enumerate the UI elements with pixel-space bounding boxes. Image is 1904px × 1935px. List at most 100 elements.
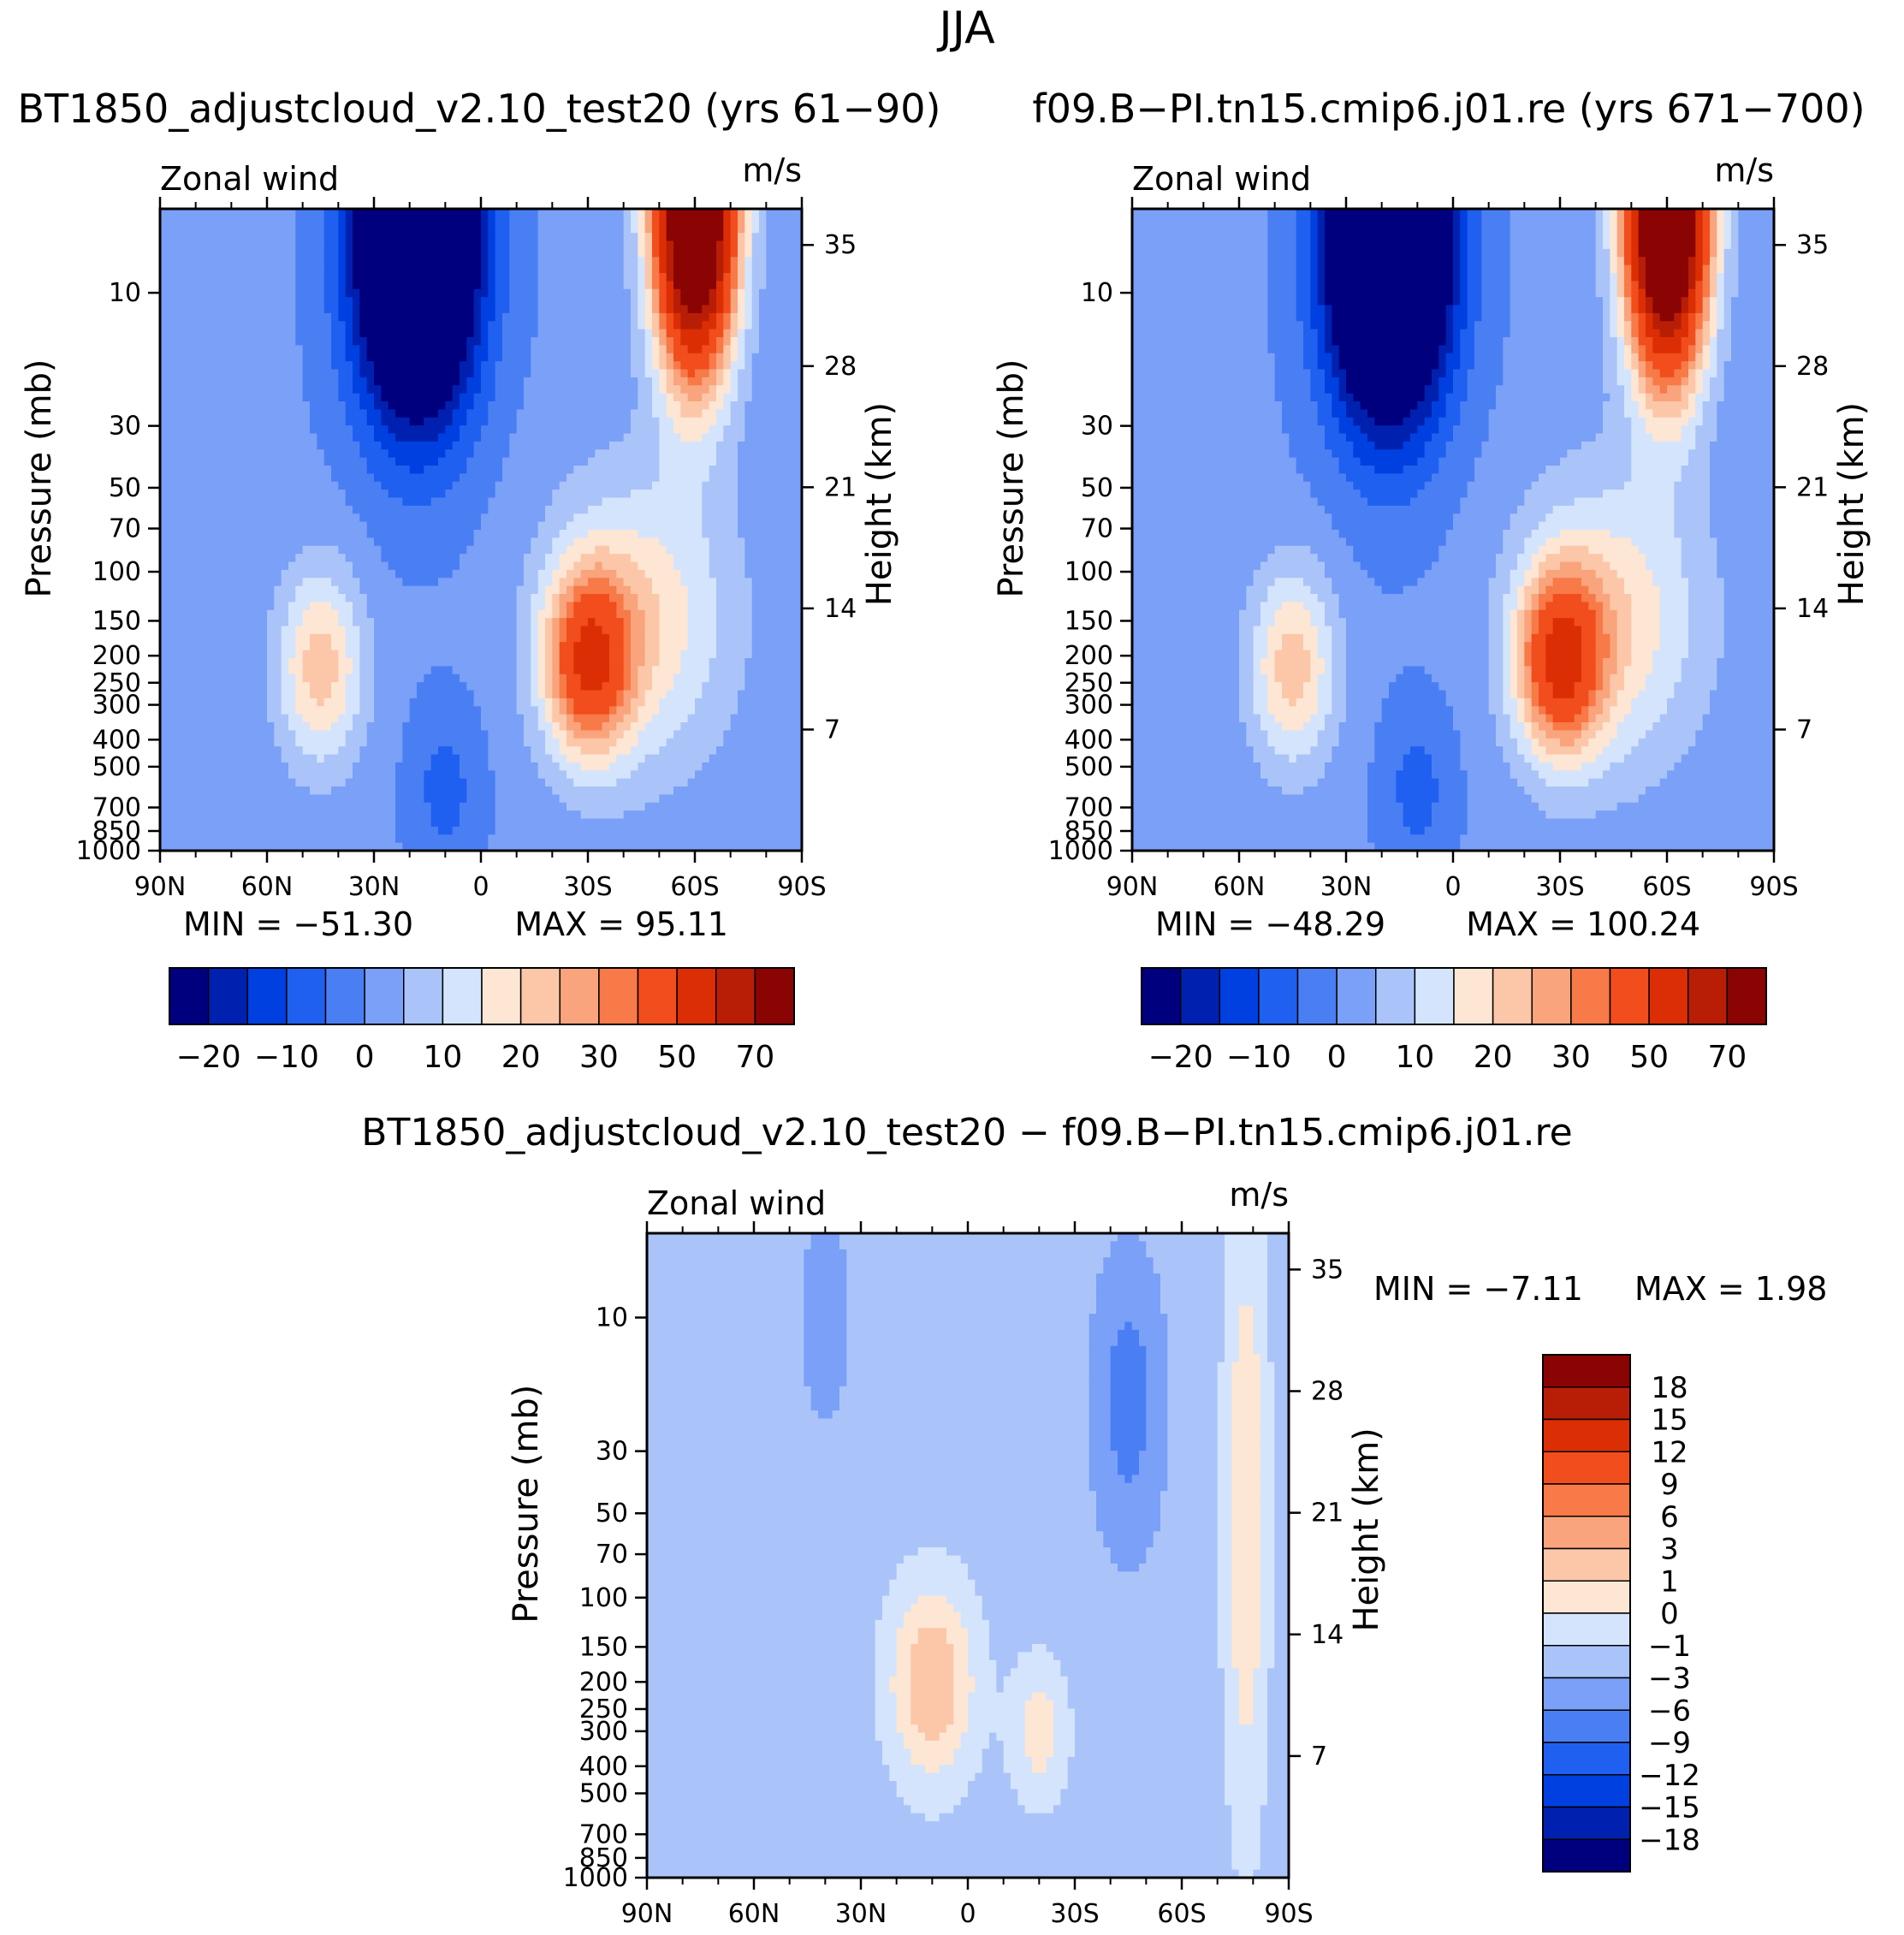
contour-cell [324, 819, 332, 828]
contour-cell [282, 578, 289, 586]
contour-cell [239, 642, 246, 650]
contour-cell [188, 602, 196, 610]
contour-cell [274, 530, 282, 538]
contour-cell [260, 546, 268, 555]
contour-cell [239, 763, 246, 771]
contour-cell [274, 602, 282, 610]
contour-cell [188, 329, 196, 338]
contour-cell [196, 257, 204, 265]
contour-cell [196, 409, 204, 418]
contour-cell [252, 337, 260, 346]
contour-cell [310, 418, 317, 426]
contour-cell [188, 442, 196, 450]
contour-cell [267, 658, 275, 667]
contour-cell [331, 313, 339, 322]
contour-cell [196, 418, 204, 426]
contour-cell [252, 666, 260, 674]
contour-cell [196, 458, 204, 466]
contour-cell [338, 249, 346, 258]
contour-cell [246, 715, 253, 723]
contour-cell [246, 458, 253, 466]
contour-cell [331, 827, 339, 835]
contour-cell [303, 513, 311, 522]
contour-cell [295, 786, 303, 795]
contour-cell [288, 739, 296, 747]
contour-cell [217, 434, 225, 442]
contour-cell [252, 746, 260, 755]
contour-cell [224, 458, 232, 466]
contour-cell [346, 394, 353, 402]
contour-cell [310, 602, 317, 610]
contour-cell [324, 273, 332, 282]
contour-cell [282, 458, 289, 466]
contour-cell [239, 306, 246, 314]
contour-cell [331, 385, 339, 394]
contour-cell [175, 313, 182, 322]
contour-cell [210, 691, 217, 699]
contour-cell [188, 249, 196, 258]
contour-cell [239, 361, 246, 370]
contour-cell [274, 634, 282, 643]
contour-cell [317, 786, 324, 795]
contour-cell [188, 490, 196, 498]
contour-cell [295, 434, 303, 442]
contour-cell [252, 715, 260, 723]
contour-cell [175, 337, 182, 346]
contour-cell [324, 634, 332, 643]
contour-cell [210, 313, 217, 322]
contour-cell [282, 337, 289, 346]
contour-cell [338, 297, 346, 306]
contour-cell [346, 537, 353, 546]
contour-cell [252, 385, 260, 394]
contour-cell [317, 610, 324, 619]
contour-cell [324, 513, 332, 522]
contour-cell [338, 257, 346, 265]
contour-cell [252, 674, 260, 683]
contour-cell [246, 394, 253, 402]
contour-cell [231, 530, 239, 538]
contour-cell [331, 281, 339, 289]
contour-cell [203, 819, 211, 828]
contour-cell [188, 810, 196, 819]
contour-cell [346, 570, 353, 579]
contour-cell [288, 626, 296, 635]
contour-cell [260, 755, 268, 763]
contour-cell [231, 755, 239, 763]
contour-cell [295, 626, 303, 635]
contour-cell [317, 418, 324, 426]
contour-cell [167, 265, 175, 274]
contour-cell [167, 241, 175, 250]
contour-cell [338, 361, 346, 370]
contour-cell [295, 634, 303, 643]
contour-cell [317, 409, 324, 418]
contour-cell [231, 554, 239, 562]
contour-cell [303, 691, 311, 699]
contour-cell [303, 225, 311, 234]
contour-cell [295, 265, 303, 274]
contour-cell [274, 425, 282, 434]
contour-cell [303, 473, 311, 482]
contour-cell [274, 810, 282, 819]
contour-cell [338, 746, 346, 755]
contour-cell [196, 810, 204, 819]
contour-cell [282, 257, 289, 265]
contour-cell [167, 594, 175, 602]
contour-cell [338, 321, 346, 329]
contour-cell [346, 482, 353, 490]
contour-cell [231, 490, 239, 498]
contour-cell [303, 715, 311, 723]
contour-cell [188, 819, 196, 828]
contour-cell [252, 570, 260, 579]
contour-cell [274, 217, 282, 225]
contour-cell [217, 466, 225, 474]
contour-cell [210, 827, 217, 835]
contour-cell [260, 537, 268, 546]
contour-cell [217, 442, 225, 450]
contour-cell [282, 530, 289, 538]
contour-cell [175, 706, 182, 715]
contour-cell [282, 763, 289, 771]
contour-cell [167, 289, 175, 298]
contour-cell [288, 666, 296, 674]
contour-cell [181, 578, 189, 586]
contour-cell [288, 449, 296, 458]
